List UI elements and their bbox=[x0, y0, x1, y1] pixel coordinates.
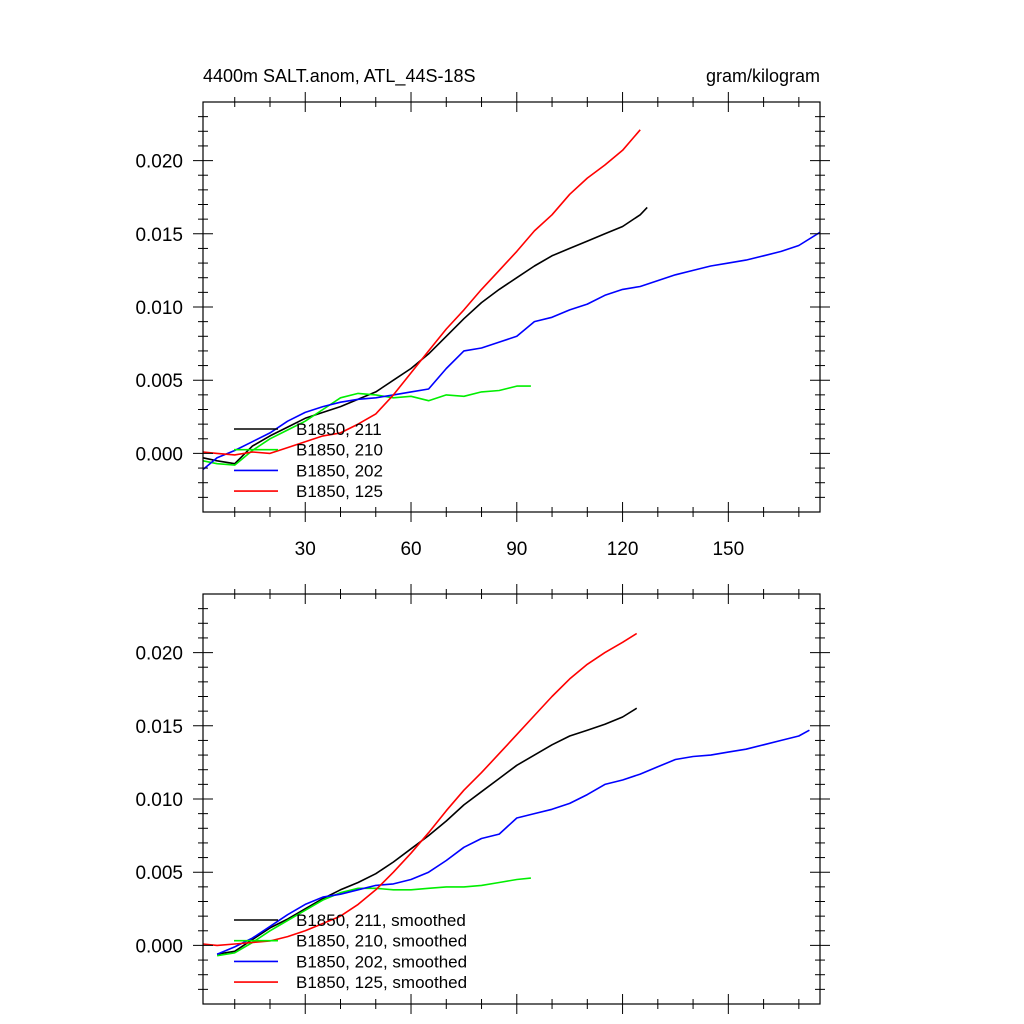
top-y-tick-labels: 0.000 0.005 0.010 0.015 0.020 bbox=[135, 152, 183, 466]
top-x-tick-label: 30 bbox=[295, 539, 316, 560]
top-panel: 0.000 0.005 0.010 0.015 0.020 30 60 90 120 150 B… bbox=[135, 92, 830, 560]
bottom-series-line-0 bbox=[216, 707, 638, 955]
top-series-lines bbox=[202, 129, 821, 471]
bottom-legend-label: B1850, 211, smoothed bbox=[296, 911, 466, 930]
bottom-legend-label: B1850, 125, smoothed bbox=[296, 973, 467, 992]
top-series-line-0 bbox=[202, 206, 648, 465]
top-x-tick-label: 60 bbox=[400, 539, 421, 560]
top-x-tick-label: 150 bbox=[712, 539, 744, 560]
top-y-tick-label: 0.000 bbox=[135, 444, 183, 465]
top-y-tick-label: 0.020 bbox=[135, 152, 183, 173]
bottom-y-tick-labels: 0.000 0.005 0.010 0.015 0.020 bbox=[135, 644, 183, 958]
bottom-y-tick-label: 0.005 bbox=[135, 863, 183, 884]
top-y-tick-label: 0.010 bbox=[135, 298, 183, 319]
bottom-legend-label: B1850, 210, smoothed bbox=[296, 932, 467, 951]
top-axis-ticks bbox=[193, 92, 830, 522]
top-series-line-3 bbox=[202, 129, 641, 456]
bottom-series-line-3 bbox=[202, 632, 638, 947]
top-legend-label: B1850, 211 bbox=[296, 420, 382, 439]
bottom-y-tick-label: 0.010 bbox=[135, 790, 183, 811]
bottom-series-line-2 bbox=[216, 729, 810, 955]
bottom-series-lines bbox=[202, 632, 810, 957]
units-label: gram/kilogram bbox=[706, 66, 820, 86]
bottom-series-line-1 bbox=[216, 877, 531, 957]
bottom-y-tick-label: 0.015 bbox=[135, 717, 183, 738]
top-x-tick-label: 120 bbox=[607, 539, 639, 560]
top-series-line-2 bbox=[202, 231, 821, 471]
top-legend-label: B1850, 202 bbox=[296, 461, 383, 480]
bottom-legend-label: B1850, 202, smoothed bbox=[296, 952, 467, 971]
bottom-panel: 0.000 0.005 0.010 0.015 0.020 B1850, 211, sm… bbox=[135, 584, 830, 1014]
top-y-tick-label: 0.005 bbox=[135, 371, 183, 392]
top-x-tick-label: 90 bbox=[506, 539, 527, 560]
top-legend-label: B1850, 125 bbox=[296, 482, 383, 501]
chart-title: 4400m SALT.anom, ATL_44S-18S bbox=[203, 66, 476, 87]
bottom-y-tick-label: 0.020 bbox=[135, 644, 183, 665]
bottom-axis-ticks bbox=[193, 584, 830, 1014]
bottom-legend: B1850, 211, smoothed B1850, 210, smoothed… bbox=[234, 911, 467, 992]
top-legend-label: B1850, 210 bbox=[296, 441, 383, 460]
bottom-y-tick-label: 0.000 bbox=[135, 936, 183, 957]
top-series-line-1 bbox=[202, 385, 531, 466]
top-x-tick-labels: 30 60 90 120 150 bbox=[295, 539, 745, 560]
top-y-tick-label: 0.015 bbox=[135, 225, 183, 246]
